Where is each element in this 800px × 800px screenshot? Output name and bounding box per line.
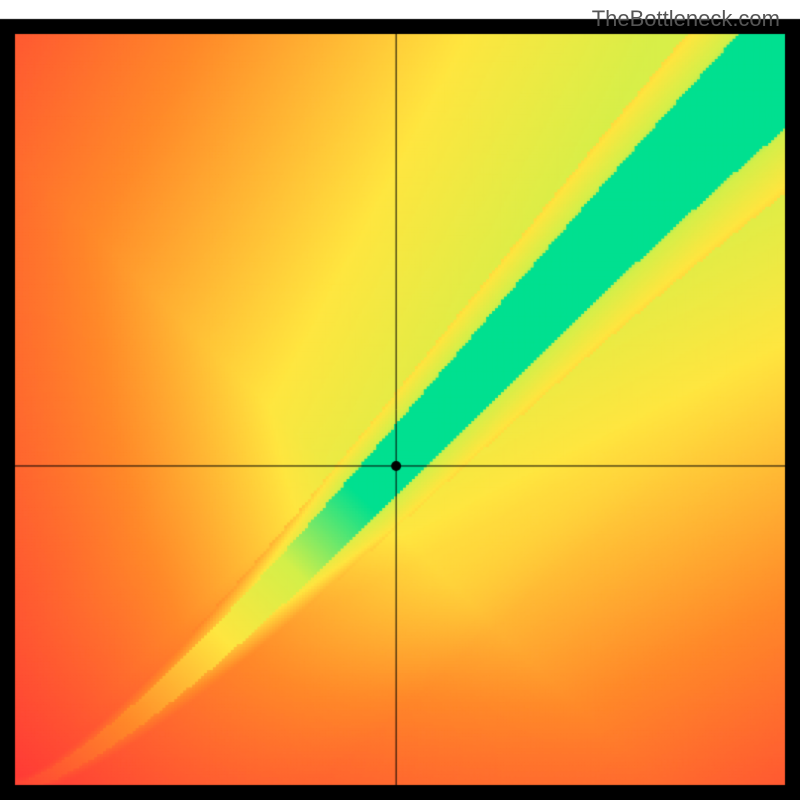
watermark-label: TheBottleneck.com: [592, 6, 780, 32]
bottleneck-heatmap: [0, 0, 800, 800]
